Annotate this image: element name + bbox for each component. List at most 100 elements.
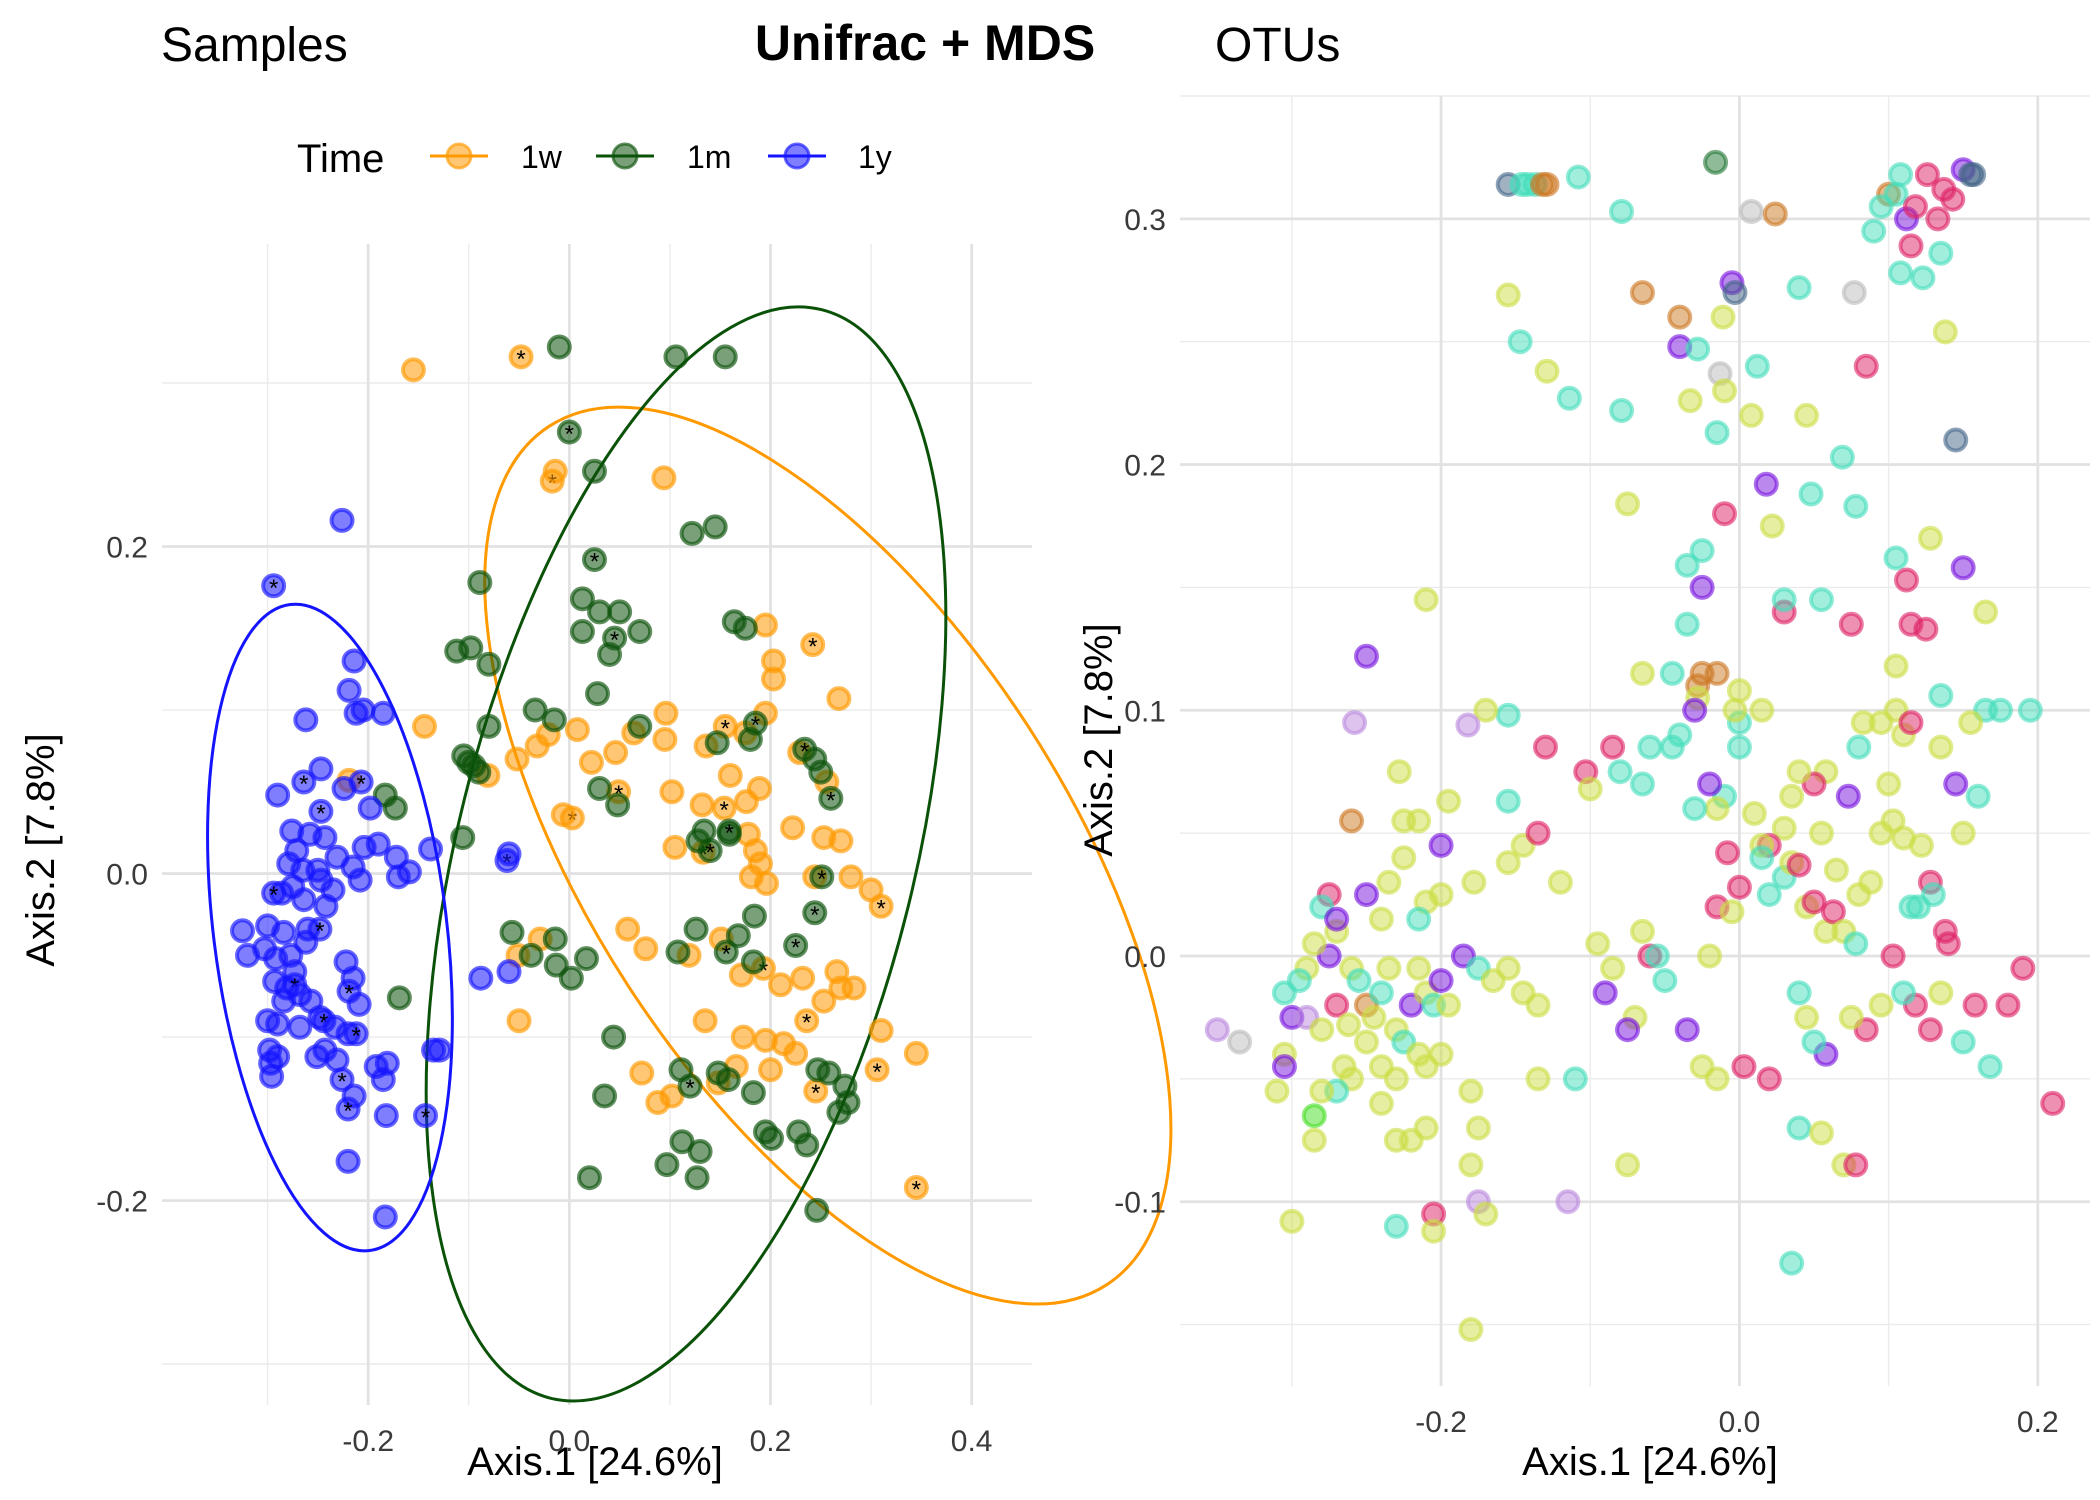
- sample-point-1m: [627, 619, 653, 645]
- sample-point-1m: [581, 458, 607, 484]
- otu-point: [1762, 201, 1788, 227]
- otu-point: [1629, 280, 1655, 306]
- otu-point: [1458, 1316, 1484, 1342]
- sample-point-1y: [336, 677, 362, 703]
- otu-point: [1914, 162, 1940, 188]
- sample-point-1w: [578, 749, 604, 775]
- otu-point: [2017, 697, 2043, 723]
- otu-point: [1987, 697, 2013, 723]
- otus-panel: OTUs -0.2 0.0 0.2 -0.1 0.0 0.1 0.2 0.3 Axis.1 […: [1077, 19, 2090, 1484]
- otu-point: [1565, 164, 1591, 190]
- sample-star-marker: *: [876, 895, 885, 922]
- otu-point: [1932, 319, 1958, 345]
- otu-point: [1917, 1017, 1943, 1043]
- otu-point: [1714, 840, 1740, 866]
- otu-point: [1556, 385, 1582, 411]
- otu-point: [1495, 702, 1521, 728]
- otu-point: [2040, 1090, 2066, 1116]
- sample-point-1w: [652, 726, 678, 752]
- sample-point-1m: [687, 1139, 713, 1165]
- sample-point-1m: [697, 838, 723, 864]
- sample-star-marker: *: [344, 980, 353, 1007]
- otu-point: [1534, 171, 1560, 197]
- otus-x-axis-label: Axis.1 [24.6%]: [1522, 1440, 1778, 1484]
- otu-point: [1361, 1004, 1387, 1030]
- otu-point: [1722, 697, 1748, 723]
- otu-point: [1495, 282, 1521, 308]
- sample-point-1m: [663, 344, 689, 370]
- sample-point-1w: [603, 740, 629, 766]
- otu-point: [1368, 906, 1394, 932]
- sample-point-1y: [293, 707, 319, 733]
- otu-point: [1749, 845, 1775, 871]
- otu-point: [1532, 734, 1558, 760]
- otu-point: [1853, 353, 1879, 379]
- sample-point-1m: [742, 710, 768, 736]
- sample-point-1w: [692, 1008, 718, 1034]
- sample-point-1y: [365, 831, 391, 857]
- sample-point-1m: [386, 985, 412, 1011]
- sample-point-1m: [704, 730, 730, 756]
- otu-point: [1868, 992, 1894, 1018]
- otu-point: [1667, 722, 1693, 748]
- sample-point-1m: [458, 635, 484, 661]
- sample-point-1y: [265, 1011, 291, 1037]
- sample-point-1y: [341, 648, 367, 674]
- otu-point: [1977, 1054, 2003, 1080]
- sample-star-marker: *: [685, 1075, 694, 1102]
- otu-point: [1943, 427, 1969, 453]
- sample-star-marker: *: [590, 549, 599, 576]
- otu-point: [1629, 918, 1655, 944]
- otu-point: [1888, 162, 1914, 188]
- otu-point: [1689, 574, 1715, 600]
- otu-point: [1898, 233, 1924, 259]
- otu-point: [1843, 931, 1869, 957]
- sample-point-1w: [753, 870, 779, 896]
- otu-point: [1682, 796, 1708, 822]
- sample-point-1w: [629, 1060, 655, 1086]
- otu-point: [1376, 869, 1402, 895]
- otu-point: [1324, 992, 1350, 1018]
- otu-point: [1958, 710, 1984, 736]
- otu-point: [1615, 491, 1641, 517]
- sample-star-marker: *: [516, 346, 525, 373]
- sample-point-1w: [733, 789, 759, 815]
- otu-point: [1704, 660, 1730, 686]
- otu-point: [1917, 525, 1943, 551]
- sample-point-1y: [372, 1204, 398, 1230]
- otu-point: [1876, 771, 1902, 797]
- otu-point: [1995, 992, 2021, 1018]
- sample-point-1m: [713, 939, 739, 965]
- samples-y-tick-label: 0.2: [106, 532, 148, 565]
- otu-point: [1820, 899, 1846, 925]
- sample-point-1w: [828, 975, 854, 1001]
- sample-point-1y: [312, 825, 338, 851]
- otu-point: [1794, 1004, 1820, 1030]
- sample-point-1w: [838, 864, 864, 890]
- otus-x-tick-label: -0.2: [1415, 1406, 1467, 1439]
- sample-point-1y: [271, 919, 297, 945]
- otu-point: [1712, 378, 1738, 404]
- sample-star-marker: *: [826, 787, 835, 814]
- legend-entry-1y: 1y: [768, 139, 892, 175]
- sample-point-1m: [558, 965, 584, 991]
- sample-point-1m: [816, 1060, 842, 1086]
- sample-star-marker: *: [791, 935, 800, 962]
- sample-star-marker: *: [720, 797, 729, 824]
- otu-point: [1555, 1189, 1581, 1215]
- samples-y-tick-label: 0.0: [106, 859, 148, 892]
- sample-point-1m: [712, 344, 738, 370]
- samples-points: ****************************************…: [229, 334, 929, 1230]
- otu-point: [1615, 1017, 1641, 1043]
- sample-point-1y: [271, 988, 297, 1014]
- sample-point-1m: [716, 818, 742, 844]
- sample-point-1m: [450, 825, 476, 851]
- samples-x-tick-label: 0.0: [548, 1425, 590, 1458]
- otu-point: [1846, 734, 1872, 760]
- otu-point: [1913, 616, 1939, 642]
- otu-point: [1271, 1054, 1297, 1080]
- otu-point: [1962, 992, 1988, 1018]
- otu-point: [1353, 1029, 1379, 1055]
- sample-point-1m: [804, 1197, 830, 1223]
- sample-point-1w: [711, 795, 737, 821]
